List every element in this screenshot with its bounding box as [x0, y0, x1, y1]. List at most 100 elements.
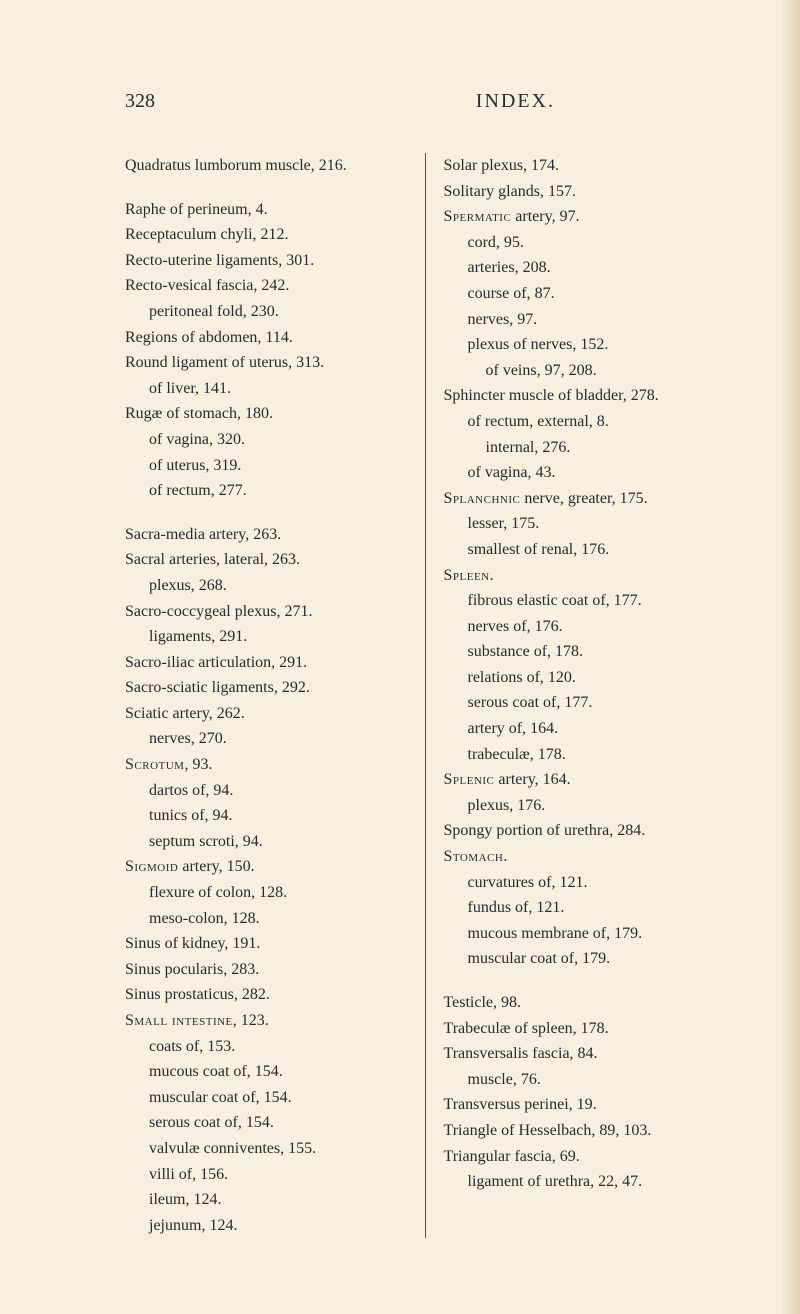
index-entry: plexus, 268.	[125, 573, 407, 599]
index-entry: Spongy portion of urethra, 284.	[444, 818, 726, 844]
index-entry: of liver, 141.	[125, 376, 407, 402]
index-entry: plexus, 176.	[444, 793, 726, 819]
index-entry: Splanchnic nerve, greater, 175.	[444, 486, 726, 512]
index-entry: mucous membrane of, 179.	[444, 921, 726, 947]
index-entry: of veins, 97, 208.	[444, 358, 726, 384]
index-entry: nerves, 97.	[444, 307, 726, 333]
index-entry: course of, 87.	[444, 281, 726, 307]
index-entry-smallcaps: Stomach	[444, 848, 504, 865]
index-entry: muscular coat of, 154.	[125, 1085, 407, 1111]
index-entry: dartos of, 94.	[125, 778, 407, 804]
index-entry: tunics of, 94.	[125, 803, 407, 829]
index-entry: Solar plexus, 174.	[444, 153, 726, 179]
index-entry: Triangle of Hesselbach, 89, 103.	[444, 1118, 726, 1144]
index-entry: nerves, 270.	[125, 726, 407, 752]
index-entry: fibrous elastic coat of, 177.	[444, 588, 726, 614]
index-entry: arteries, 208.	[444, 255, 726, 281]
entry-gap	[444, 972, 726, 990]
index-entry: of vagina, 43.	[444, 460, 726, 486]
index-entry: relations of, 120.	[444, 665, 726, 691]
index-entry: smallest of renal, 176.	[444, 537, 726, 563]
index-entry: Solitary glands, 157.	[444, 179, 726, 205]
index-entry: villi of, 156.	[125, 1162, 407, 1188]
index-entry: nerves of, 176.	[444, 614, 726, 640]
index-entry: Sinus prostaticus, 282.	[125, 982, 407, 1008]
index-entry: valvulæ conniventes, 155.	[125, 1136, 407, 1162]
index-entry: lesser, 175.	[444, 511, 726, 537]
index-entry: Recto-vesical fascia, 242.	[125, 273, 407, 299]
entry-gap	[125, 179, 407, 197]
index-entry: of rectum, 277.	[125, 478, 407, 504]
index-entry: plexus of nerves, 152.	[444, 332, 726, 358]
index-entry: Receptaculum chyli, 212.	[125, 222, 407, 248]
index-entry-smallcaps: Small intestine	[125, 1012, 233, 1029]
index-entry: ligament of urethra, 22, 47.	[444, 1169, 726, 1195]
page-right-edge-shadow	[780, 0, 800, 1314]
index-entry: Scrotum, 93.	[125, 752, 407, 778]
index-entry: ligaments, 291.	[125, 624, 407, 650]
index-entry: cord, 95.	[444, 230, 726, 256]
index-entry: Sigmoid artery, 150.	[125, 854, 407, 880]
index-entry: Regions of abdomen, 114.	[125, 325, 407, 351]
index-entry: Sacro-sciatic ligaments, 292.	[125, 675, 407, 701]
index-entry: Spleen.	[444, 563, 726, 589]
index-entry: Sinus pocularis, 283.	[125, 957, 407, 983]
index-entry: of vagina, 320.	[125, 427, 407, 453]
index-entry: Splenic artery, 164.	[444, 767, 726, 793]
index-entry: Sciatic artery, 262.	[125, 701, 407, 727]
index-entry: jejunum, 124.	[125, 1213, 407, 1239]
index-entry: Sinus of kidney, 191.	[125, 931, 407, 957]
index-entry: Stomach.	[444, 844, 726, 870]
page-number: 328	[125, 90, 155, 113]
index-entry: Spermatic artery, 97.	[444, 204, 726, 230]
index-entry: septum scroti, 94.	[125, 829, 407, 855]
index-entry: Testicle, 98.	[444, 990, 726, 1016]
columns-container: Quadratus lumborum muscle, 216. Raphe of …	[125, 153, 725, 1238]
index-entry: serous coat of, 177.	[444, 690, 726, 716]
index-entry: Small intestine, 123.	[125, 1008, 407, 1034]
index-entry: flexure of colon, 128.	[125, 880, 407, 906]
index-entry: Triangular fascia, 69.	[444, 1144, 726, 1170]
right-column: Solar plexus, 174.Solitary glands, 157.S…	[426, 153, 726, 1238]
index-entry-smallcaps: Splanchnic	[444, 490, 521, 507]
index-entry: substance of, 178.	[444, 639, 726, 665]
index-entry: of uterus, 319.	[125, 453, 407, 479]
index-entry: Quadratus lumborum muscle, 216.	[125, 153, 407, 179]
index-entry-smallcaps: Spleen	[444, 567, 490, 584]
index-entry: Sacral arteries, lateral, 263.	[125, 547, 407, 573]
index-entry: Rugæ of stomach, 180.	[125, 401, 407, 427]
index-entry: Round ligament of uterus, 313.	[125, 350, 407, 376]
index-entry: ileum, 124.	[125, 1187, 407, 1213]
index-entry: meso-colon, 128.	[125, 906, 407, 932]
index-entry: muscular coat of, 179.	[444, 946, 726, 972]
index-entry: artery of, 164.	[444, 716, 726, 742]
index-entry: coats of, 153.	[125, 1034, 407, 1060]
index-entry-smallcaps: Splenic	[444, 771, 495, 788]
index-entry: peritoneal fold, 230.	[125, 299, 407, 325]
index-entry: serous coat of, 154.	[125, 1110, 407, 1136]
index-entry: Recto-uterine ligaments, 301.	[125, 248, 407, 274]
index-entry-smallcaps: Spermatic	[444, 208, 512, 225]
left-column: Quadratus lumborum muscle, 216. Raphe of …	[125, 153, 426, 1238]
entry-gap	[125, 504, 407, 522]
index-entry: Transversus perinei, 19.	[444, 1092, 726, 1118]
index-entry: fundus of, 121.	[444, 895, 726, 921]
index-entry: Raphe of perineum, 4.	[125, 197, 407, 223]
index-entry: Transversalis fascia, 84.	[444, 1041, 726, 1067]
index-title: INDEX.	[476, 90, 555, 113]
index-entry: curvatures of, 121.	[444, 870, 726, 896]
index-entry: muscle, 76.	[444, 1067, 726, 1093]
header-row: 328 INDEX.	[125, 90, 725, 113]
index-entry-smallcaps: Sigmoid	[125, 858, 178, 875]
index-entry-smallcaps: Scrotum	[125, 756, 184, 773]
index-entry: Sacro-iliac articulation, 291.	[125, 650, 407, 676]
index-entry: internal, 276.	[444, 435, 726, 461]
page-container: 328 INDEX. Quadratus lumborum muscle, 21…	[0, 0, 800, 1314]
index-entry: Sacro-coccygeal plexus, 271.	[125, 599, 407, 625]
index-entry: mucous coat of, 154.	[125, 1059, 407, 1085]
index-entry: Sphincter muscle of bladder, 278.	[444, 383, 726, 409]
index-entry: trabeculæ, 178.	[444, 742, 726, 768]
index-entry: of rectum, external, 8.	[444, 409, 726, 435]
index-entry: Sacra-media artery, 263.	[125, 522, 407, 548]
index-entry: Trabeculæ of spleen, 178.	[444, 1016, 726, 1042]
